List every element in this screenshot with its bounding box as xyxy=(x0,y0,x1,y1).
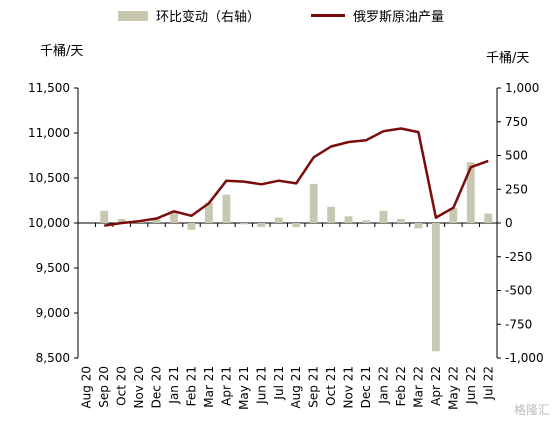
bar xyxy=(292,223,301,228)
bar xyxy=(170,212,178,223)
left-axis-tick-label: 11,500 xyxy=(28,81,70,95)
right-axis-tick-label: -500 xyxy=(505,284,532,298)
x-axis-tick-label: Dec 21 xyxy=(359,366,373,408)
x-axis-tick-label: May 22 xyxy=(446,366,460,410)
bar xyxy=(449,208,458,223)
bar xyxy=(274,217,283,223)
bar xyxy=(152,218,161,223)
right-axis-tick-label: -1,000 xyxy=(505,351,544,365)
production-line xyxy=(104,127,489,227)
bar xyxy=(100,210,109,223)
watermark: 格隆汇 xyxy=(513,403,550,417)
right-axis-tick-label: 250 xyxy=(505,182,528,196)
left-axis-tick-label: 10,000 xyxy=(28,216,70,230)
bar xyxy=(344,216,353,223)
bar xyxy=(257,223,266,228)
bar xyxy=(309,183,318,223)
bar xyxy=(187,223,196,230)
left-axis-tick-label: 9,500 xyxy=(36,261,70,275)
right-axis-tick-label: 0 xyxy=(505,216,513,230)
left-axis-tick-label: 11,000 xyxy=(28,126,70,140)
legend: 环比变动（右轴） 俄罗斯原油产量 xyxy=(0,6,556,28)
right-axis-tick-label: 500 xyxy=(505,149,528,163)
x-axis-tick-label: Aug 20 xyxy=(80,366,94,409)
right-axis-tick-label: 750 xyxy=(505,115,528,129)
legend-item-bar: 环比变动（右轴） xyxy=(118,6,260,25)
x-axis-tick-label: Jan 21 xyxy=(167,366,181,405)
x-axis-tick-label: Dec 20 xyxy=(150,366,164,408)
x-axis-tick-label: Aug 21 xyxy=(289,366,303,409)
x-axis-tick-label: Apr 21 xyxy=(219,366,233,406)
x-axis-tick-label: Feb 21 xyxy=(184,366,198,406)
bar xyxy=(466,162,475,223)
x-axis-tick-label: Nov 21 xyxy=(342,366,356,409)
bar xyxy=(117,218,126,223)
x-axis-tick-label: Oct 21 xyxy=(324,366,338,406)
bar xyxy=(222,194,231,223)
x-axis-tick-label: Jan 22 xyxy=(377,366,391,405)
left-axis-unit: 千桶/天 xyxy=(40,44,84,59)
x-axis-tick-label: Sep 21 xyxy=(307,366,321,408)
right-axis-tick-label: -750 xyxy=(505,317,532,331)
x-axis-tick-label: Mar 21 xyxy=(202,366,216,408)
bar xyxy=(431,223,440,352)
x-axis-tick-label: Jul 22 xyxy=(481,366,495,401)
bar xyxy=(484,213,493,223)
bar xyxy=(397,218,405,223)
x-axis-tick-label: Feb 22 xyxy=(394,366,408,406)
legend-bar-swatch xyxy=(118,10,148,21)
x-axis-tick-label: Sep 20 xyxy=(97,366,111,408)
x-axis-tick-label: Nov 20 xyxy=(132,366,146,409)
x-axis-tick-label: May 21 xyxy=(237,366,251,410)
right-axis-tick-label: -250 xyxy=(505,250,532,264)
x-axis-tick-label: Jun 21 xyxy=(254,366,268,405)
legend-line-swatch xyxy=(311,14,345,17)
bar xyxy=(414,223,423,229)
x-axis-tick-label: Jul 21 xyxy=(272,366,286,401)
x-axis-tick-label: Apr 22 xyxy=(429,366,443,406)
x-axis-tick-label: Mar 22 xyxy=(411,366,425,408)
x-axis-tick-label: Jun 22 xyxy=(464,366,478,405)
bar xyxy=(379,210,388,223)
right-axis-unit: 千桶/天 xyxy=(486,51,530,66)
legend-item-line: 俄罗斯原油产量 xyxy=(311,6,444,25)
left-axis-tick-label: 8,500 xyxy=(36,351,70,365)
legend-bar-label: 环比变动（右轴） xyxy=(156,10,261,25)
left-axis-tick-label: 10,500 xyxy=(28,171,70,185)
x-axis-tick-label: Oct 20 xyxy=(115,366,129,406)
bar xyxy=(239,223,248,225)
left-axis-tick-label: 9,000 xyxy=(36,306,70,320)
right-axis-tick-label: 1,000 xyxy=(505,81,539,95)
bar xyxy=(362,220,370,223)
bar xyxy=(205,202,213,223)
bar xyxy=(327,206,336,223)
legend-line-label: 俄罗斯原油产量 xyxy=(353,10,445,25)
